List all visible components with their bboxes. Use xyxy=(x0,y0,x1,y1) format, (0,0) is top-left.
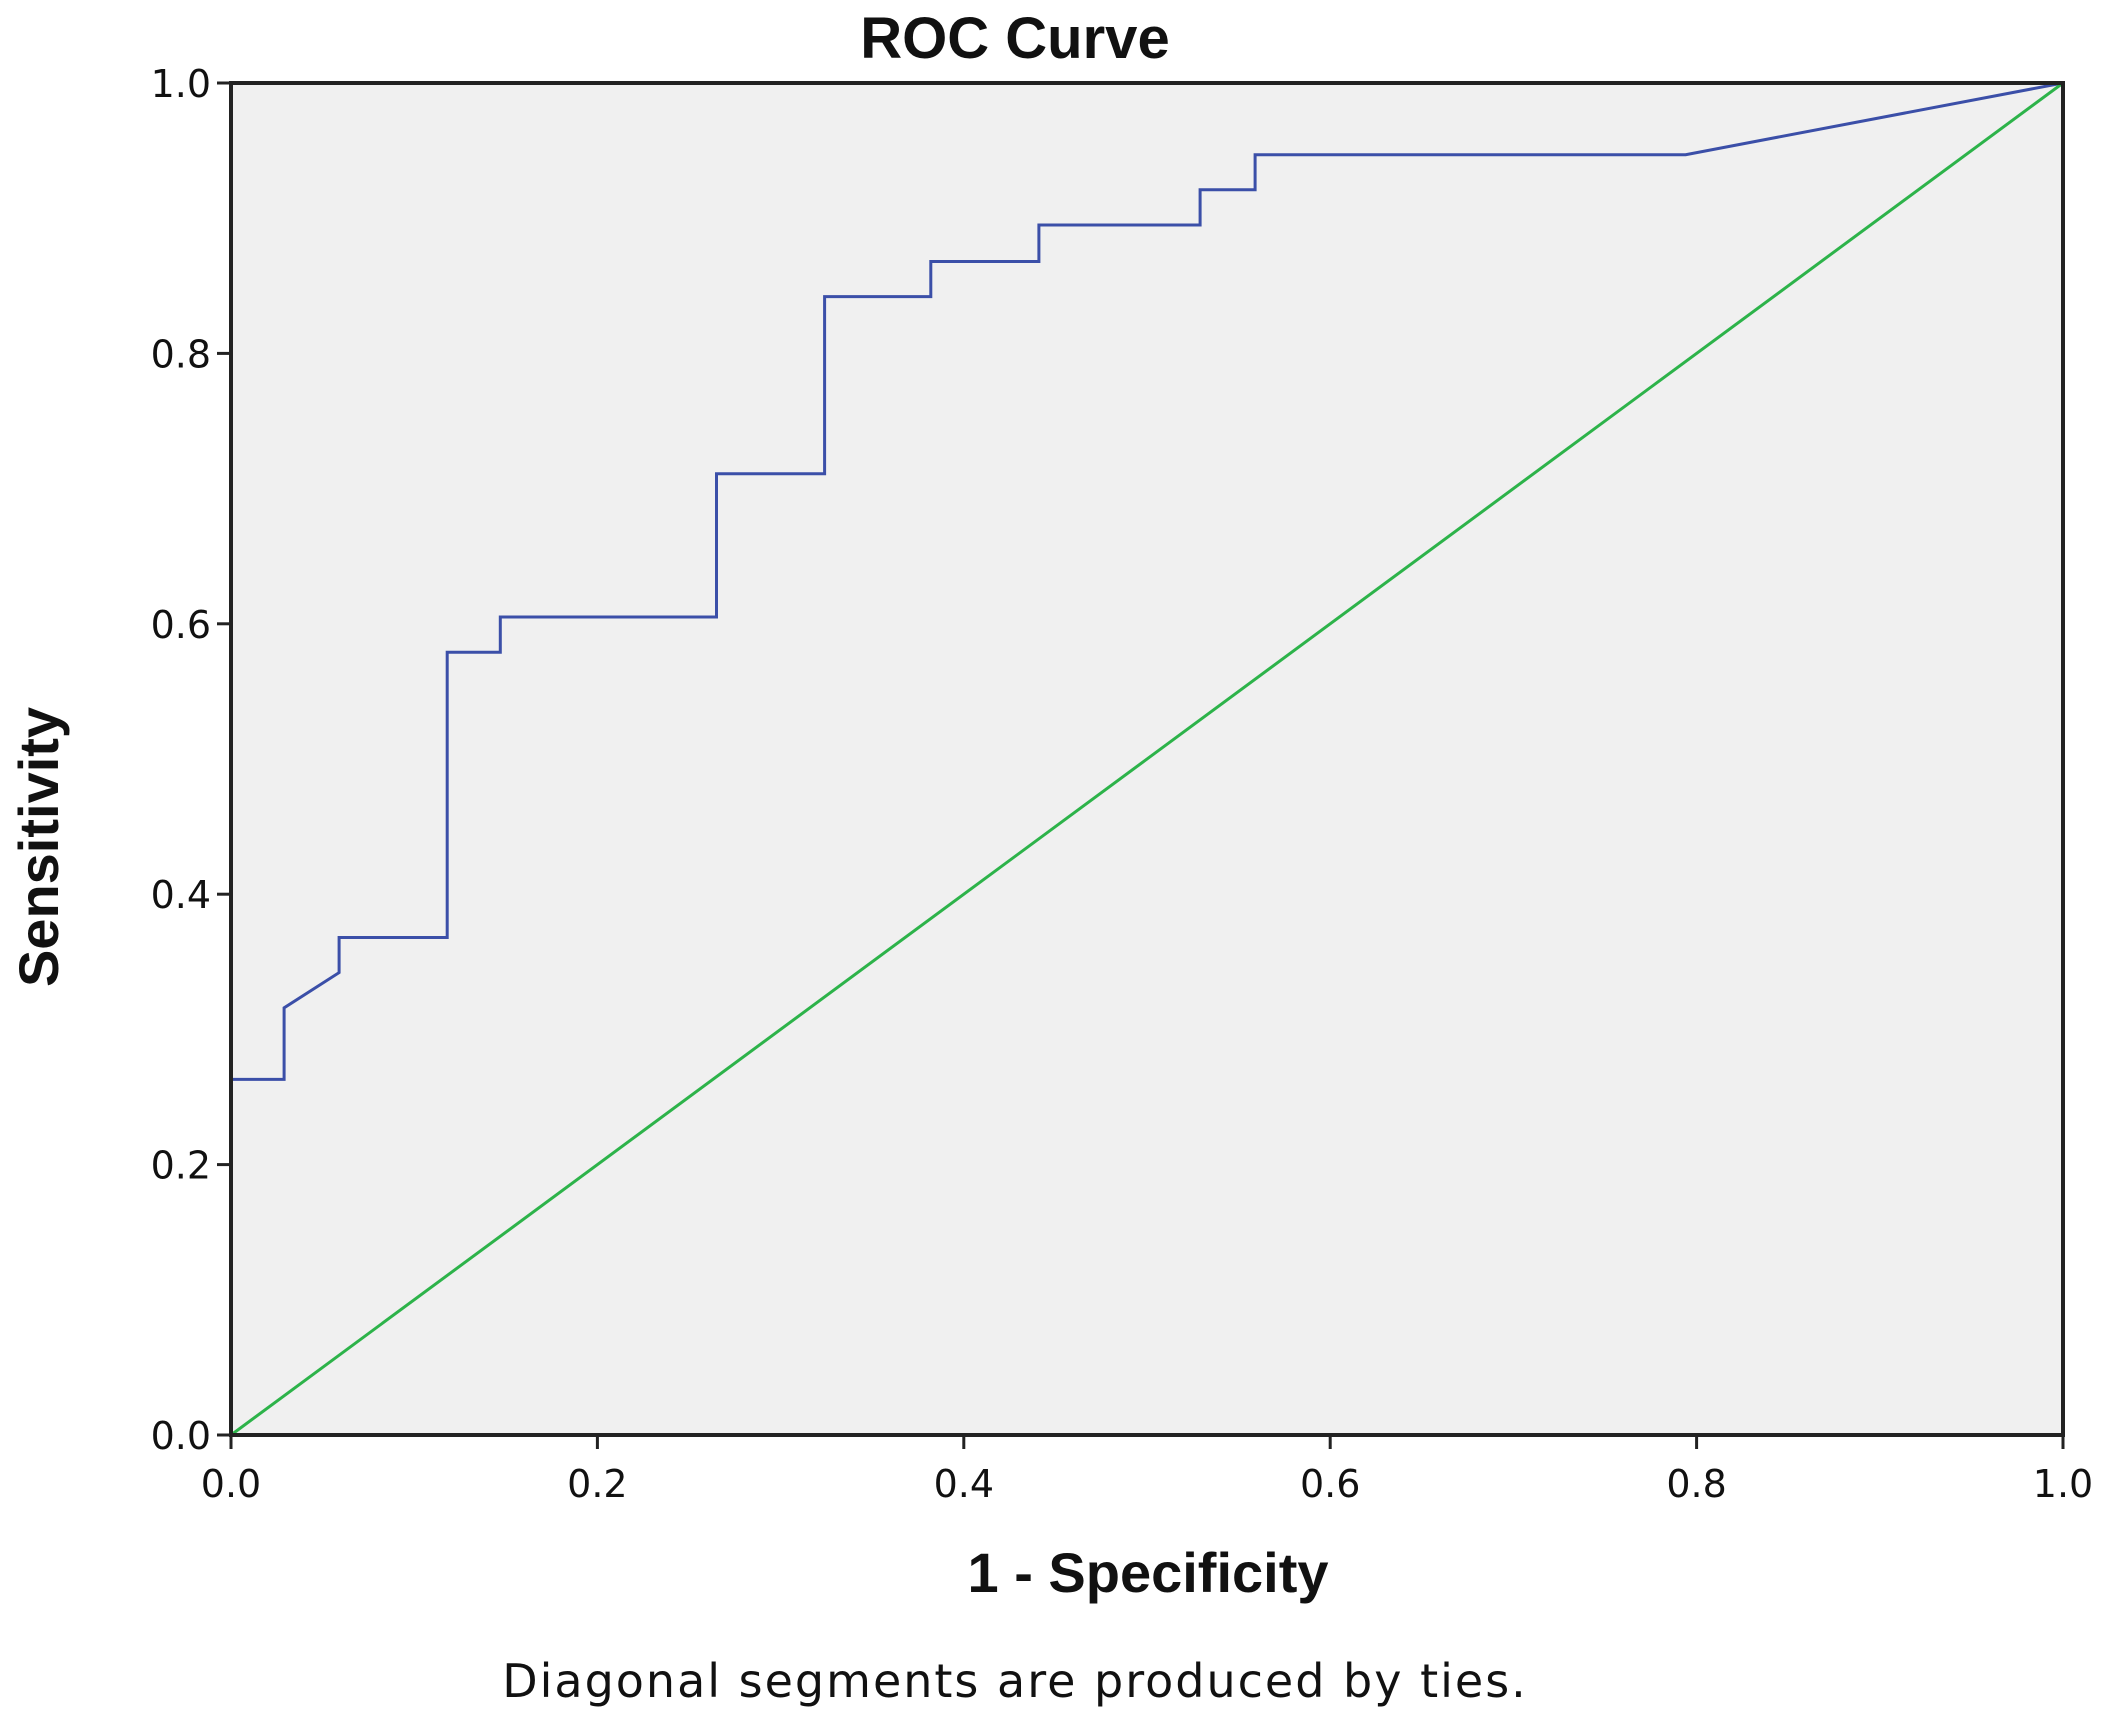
x-tick-label: 0.2 xyxy=(567,1462,627,1506)
x-tick-label: 1.0 xyxy=(2033,1462,2093,1506)
y-axis-title: Sensitivity xyxy=(7,707,70,987)
x-axis-title: 1 - Specificity xyxy=(967,1541,1328,1604)
x-tick-label: 0.4 xyxy=(934,1462,994,1506)
y-tick-label: 0.0 xyxy=(151,1414,211,1458)
x-tick-label: 0.0 xyxy=(201,1462,261,1506)
y-tick-label: 1.0 xyxy=(151,62,211,106)
y-tick-label: 0.2 xyxy=(151,1144,211,1188)
chart-title: ROC Curve xyxy=(860,6,1169,71)
y-tick-label: 0.4 xyxy=(151,873,211,917)
roc-curve-line xyxy=(229,81,2064,1435)
reference-diagonal-line xyxy=(230,81,2064,1437)
x-tick-label: 0.8 xyxy=(1666,1462,1726,1506)
footnote: Diagonal segments are produced by ties. xyxy=(502,1654,1528,1708)
x-tick-label: 0.6 xyxy=(1300,1462,1360,1506)
plot-frame xyxy=(229,81,2065,1437)
y-tick-label: 0.8 xyxy=(151,332,211,376)
y-tick-label: 0.6 xyxy=(151,603,211,647)
